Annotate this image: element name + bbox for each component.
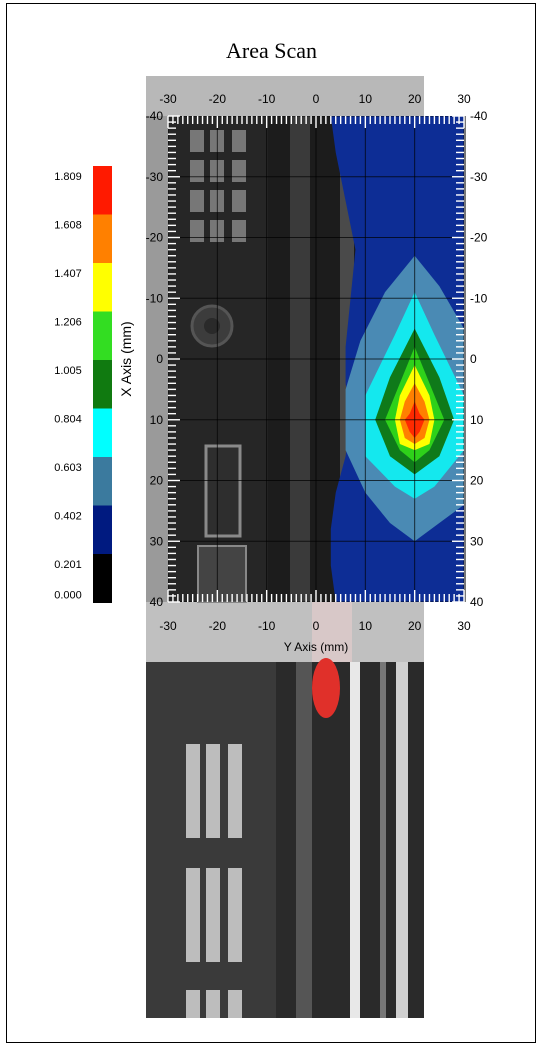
vent-slot xyxy=(206,990,220,1018)
x-tick-label-bottom: -10 xyxy=(258,619,276,633)
y-tick-label-left: 40 xyxy=(150,595,164,609)
y-tick-label-left: 30 xyxy=(150,534,164,548)
x-tick-label-bottom: 10 xyxy=(359,619,373,633)
colorbar-label: 0.402 xyxy=(54,511,82,523)
vent-slot xyxy=(186,744,200,838)
x-tick-label-top: 30 xyxy=(457,92,471,106)
y-tick-label-right: -30 xyxy=(470,170,488,184)
y-tick-label-left: 0 xyxy=(156,352,163,366)
vent-slot xyxy=(206,744,220,838)
x-tick-label-top: 0 xyxy=(313,92,320,106)
x-axis-label: Y Axis (mm) xyxy=(284,640,348,654)
colorbar-legend: 1.809 1.608 1.407 1.206 1.005 0.804 0.603 0.402… xyxy=(54,166,112,603)
y-tick-label-right: 10 xyxy=(470,413,484,427)
y-tick-labels: -40 -40 -30 -30 -20 -20 -10 -10 0 0 10 10 20 20 30 30 40… xyxy=(146,109,488,609)
y-tick-label-left: 20 xyxy=(150,474,164,488)
y-axis-label: X Axis (mm) xyxy=(118,321,134,396)
colorbar-swatch xyxy=(93,505,112,555)
vent-slot xyxy=(186,868,200,962)
x-tick-label-bottom: 20 xyxy=(408,619,422,633)
colorbar-label: 1.608 xyxy=(54,220,82,232)
x-tick-label-bottom: 0 xyxy=(313,619,320,633)
colorbar-swatch xyxy=(93,166,112,215)
colorbar-swatch xyxy=(93,408,112,458)
x-tick-label-bottom: 30 xyxy=(457,619,471,633)
colorbar-swatch xyxy=(93,214,112,264)
colorbar-label: 0.201 xyxy=(54,559,82,571)
vent-slot xyxy=(190,220,204,242)
colorbar-swatch xyxy=(93,360,112,409)
vent-slot xyxy=(228,990,242,1018)
vent-slot xyxy=(190,160,204,182)
colorbar-swatch xyxy=(93,311,112,361)
photo-vents xyxy=(186,130,246,1018)
colorbar-swatch xyxy=(93,554,112,603)
colorbar-label: 1.809 xyxy=(54,171,82,183)
vent-slot xyxy=(232,130,246,152)
x-tick-label-top: 10 xyxy=(359,92,373,106)
x-tick-label-top: -20 xyxy=(209,92,227,106)
vent-slot xyxy=(190,130,204,152)
tick-marks xyxy=(167,115,465,603)
vent-slot xyxy=(228,744,242,838)
colorbar-swatch xyxy=(93,457,112,506)
grid-lines xyxy=(168,116,464,602)
vent-slot xyxy=(186,990,200,1018)
y-tick-label-left: -20 xyxy=(146,231,164,245)
y-tick-label-left: -10 xyxy=(146,291,164,305)
y-tick-label-right: 20 xyxy=(470,474,484,488)
x-tick-label-top: -10 xyxy=(258,92,276,106)
chart-title: Area Scan xyxy=(225,38,317,63)
colorbar-label: 0.603 xyxy=(54,462,82,474)
y-tick-label-right: -20 xyxy=(470,231,488,245)
y-tick-label-right: 30 xyxy=(470,534,484,548)
vent-slot xyxy=(190,190,204,212)
y-tick-label-right: 0 xyxy=(470,352,477,366)
colorbar-label: 0.804 xyxy=(54,414,82,426)
x-tick-label-bottom: -20 xyxy=(209,619,227,633)
colorbar-label: 1.005 xyxy=(54,365,82,377)
x-tick-labels: -30 -30 -20 -20 -10 -10 0 0 10 10 20 20 30 30 xyxy=(159,92,471,633)
vent-slot xyxy=(232,190,246,212)
x-tick-label-bottom: -30 xyxy=(159,619,177,633)
vent-slot xyxy=(232,220,246,242)
colorbar-label: 1.407 xyxy=(54,268,82,280)
colorbar-label: 0.000 xyxy=(54,590,82,602)
y-tick-label-left: 10 xyxy=(150,413,164,427)
vent-slot xyxy=(228,868,242,962)
colorbar-swatch xyxy=(93,263,112,312)
y-tick-label-right: -40 xyxy=(470,109,488,123)
y-tick-label-left: -40 xyxy=(146,109,164,123)
x-tick-label-top: 20 xyxy=(408,92,422,106)
y-tick-label-right: -10 xyxy=(470,291,488,305)
x-tick-label-top: -30 xyxy=(159,92,177,106)
y-tick-label-right: 40 xyxy=(470,595,484,609)
y-tick-label-left: -30 xyxy=(146,170,164,184)
vent-slot xyxy=(232,160,246,182)
colorbar-label: 1.206 xyxy=(54,317,82,329)
vent-slot xyxy=(206,868,220,962)
